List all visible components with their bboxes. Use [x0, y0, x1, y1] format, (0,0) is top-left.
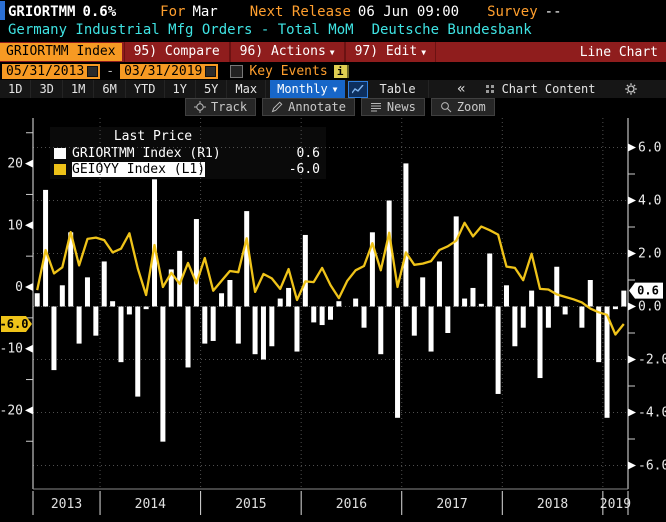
svg-text:2019: 2019 — [600, 497, 631, 512]
chart-tools-row: Track Annotate News Zoom — [185, 98, 495, 118]
svg-text:-20: -20 — [0, 403, 23, 418]
news-button[interactable]: News — [360, 98, 425, 116]
svg-text:2014: 2014 — [135, 497, 166, 512]
tab-1y[interactable]: 1Y — [165, 80, 196, 98]
key-events-label: Key Events — [249, 63, 328, 79]
svg-text:0: 0 — [15, 280, 23, 295]
legend-title: Last Price — [113, 129, 193, 144]
legend-row-geioyy[interactable]: GEIOYY Index (L1) -6.0 — [54, 161, 322, 177]
tab-6m[interactable]: 6M — [94, 80, 126, 98]
chart-legend: Last Price GRIORTMM Index (R1) 0.6 GEIOY… — [50, 127, 326, 179]
tab-max[interactable]: Max — [227, 80, 267, 98]
last-value: 0.6% — [82, 3, 117, 20]
ticker: GRIORTMM — [8, 3, 76, 20]
tab-ytd[interactable]: YTD — [126, 80, 165, 98]
period-toolbar: 1D 3D 1M 6M YTD 1Y 5Y Max Monthly ▼ Table… — [0, 80, 666, 98]
tab-5y[interactable]: 5Y — [196, 80, 228, 98]
svg-text:6.0: 6.0 — [638, 141, 661, 156]
svg-text:2018: 2018 — [537, 497, 568, 512]
view-title: Line Chart — [579, 44, 658, 60]
line-chart-type-icon[interactable] — [347, 80, 368, 98]
end-date-input[interactable]: 03/31/2019 — [120, 63, 219, 79]
tab-1d[interactable]: 1D — [0, 80, 32, 98]
crosshair-icon — [194, 101, 206, 113]
series-label: GEIOYY Index (L1) — [72, 161, 206, 177]
svg-text:-6.0: -6.0 — [638, 459, 666, 474]
for-value: Mar — [192, 3, 218, 20]
series-swatch — [54, 163, 66, 175]
svg-text:2013: 2013 — [51, 497, 82, 512]
svg-text:2.0: 2.0 — [638, 247, 661, 262]
caret-down-icon: ▼ — [421, 48, 427, 57]
security-description: Germany Industrial Mfg Orders - Total Mo… — [8, 22, 354, 38]
chart-content-icon — [485, 84, 494, 93]
collapse-panel-chevrons[interactable]: « — [457, 81, 466, 97]
for-label: For — [160, 3, 186, 20]
series-swatch — [54, 147, 66, 159]
magnifier-icon — [440, 102, 452, 113]
terminal-tag-icon — [0, 1, 5, 20]
svg-text:20: 20 — [7, 157, 23, 172]
svg-text:4.0: 4.0 — [638, 194, 661, 209]
series-label: GRIORTMM Index (R1) — [72, 145, 221, 161]
track-button[interactable]: Track — [185, 98, 257, 116]
frequency-dropdown[interactable]: Monthly ▼ — [270, 80, 345, 98]
chart-content-button[interactable]: Chart Content — [476, 82, 606, 96]
svg-text:0.6: 0.6 — [637, 284, 659, 298]
calendar-icon[interactable] — [87, 65, 99, 77]
svg-text:-6.0: -6.0 — [0, 317, 28, 331]
compare-button[interactable]: 95) Compare — [123, 42, 230, 62]
function-toolbar: GRIORTMM Index 95) Compare 96) Actions ▼ … — [0, 42, 666, 62]
svg-text:-10: -10 — [0, 342, 23, 357]
svg-text:2015: 2015 — [235, 497, 266, 512]
date-range-separator: - — [106, 63, 115, 79]
next-release-label: Next Release — [249, 3, 351, 20]
security-ticker-box[interactable]: GRIORTMM Index — [0, 43, 122, 61]
svg-text:2016: 2016 — [336, 497, 367, 512]
news-icon — [370, 103, 381, 112]
info-icon[interactable]: i — [333, 64, 349, 78]
svg-text:0.0: 0.0 — [638, 300, 661, 315]
tab-1m[interactable]: 1M — [63, 80, 95, 98]
tab-3d[interactable]: 3D — [31, 80, 63, 98]
security-description-row: Germany Industrial Mfg Orders - Total Mo… — [8, 22, 532, 40]
table-button[interactable]: Table — [368, 80, 429, 98]
svg-text:2017: 2017 — [436, 497, 467, 512]
key-events-checkbox[interactable] — [230, 64, 244, 78]
settings-gear-icon[interactable] — [624, 82, 666, 96]
next-release-value: 06 Jun 09:00 — [357, 3, 460, 20]
survey-value: -- — [544, 3, 562, 20]
svg-text:-4.0: -4.0 — [638, 406, 666, 421]
security-summary-row: GRIORTMM 0.6% For Mar Next Release 06 Ju… — [8, 2, 562, 21]
date-range-bar: 05/31/2013 - 03/31/2019 Key Events i — [0, 62, 666, 80]
caret-down-icon: ▼ — [332, 85, 338, 94]
series-value: 0.6 — [296, 145, 320, 161]
svg-text:10: 10 — [7, 218, 23, 233]
data-source: Deutsche Bundesbank — [371, 22, 532, 38]
start-date-input[interactable]: 05/31/2013 — [2, 63, 101, 79]
calendar-icon[interactable] — [205, 65, 217, 77]
svg-text:-2.0: -2.0 — [638, 353, 666, 368]
edit-menu-button[interactable]: 97) Edit ▼ — [344, 42, 437, 62]
title-bar: GRIORTMM 0.6% For Mar Next Release 06 Ju… — [0, 0, 666, 42]
survey-label: Survey — [487, 3, 538, 20]
actions-menu-button[interactable]: 96) Actions ▼ — [229, 42, 345, 62]
legend-row-griortmm[interactable]: GRIORTMM Index (R1) 0.6 — [54, 145, 322, 161]
series-value: -6.0 — [288, 161, 320, 177]
annotate-button[interactable]: Annotate — [262, 98, 355, 116]
caret-down-icon: ▼ — [329, 48, 335, 57]
price-chart[interactable]: 20100-10-206.04.02.00.0-2.0-4.0-6.0-6.00… — [0, 118, 666, 522]
zoom-button[interactable]: Zoom — [430, 98, 495, 116]
pencil-icon — [271, 101, 283, 113]
chart-area[interactable]: Track Annotate News Zoom Last Price GRIO… — [0, 98, 666, 522]
